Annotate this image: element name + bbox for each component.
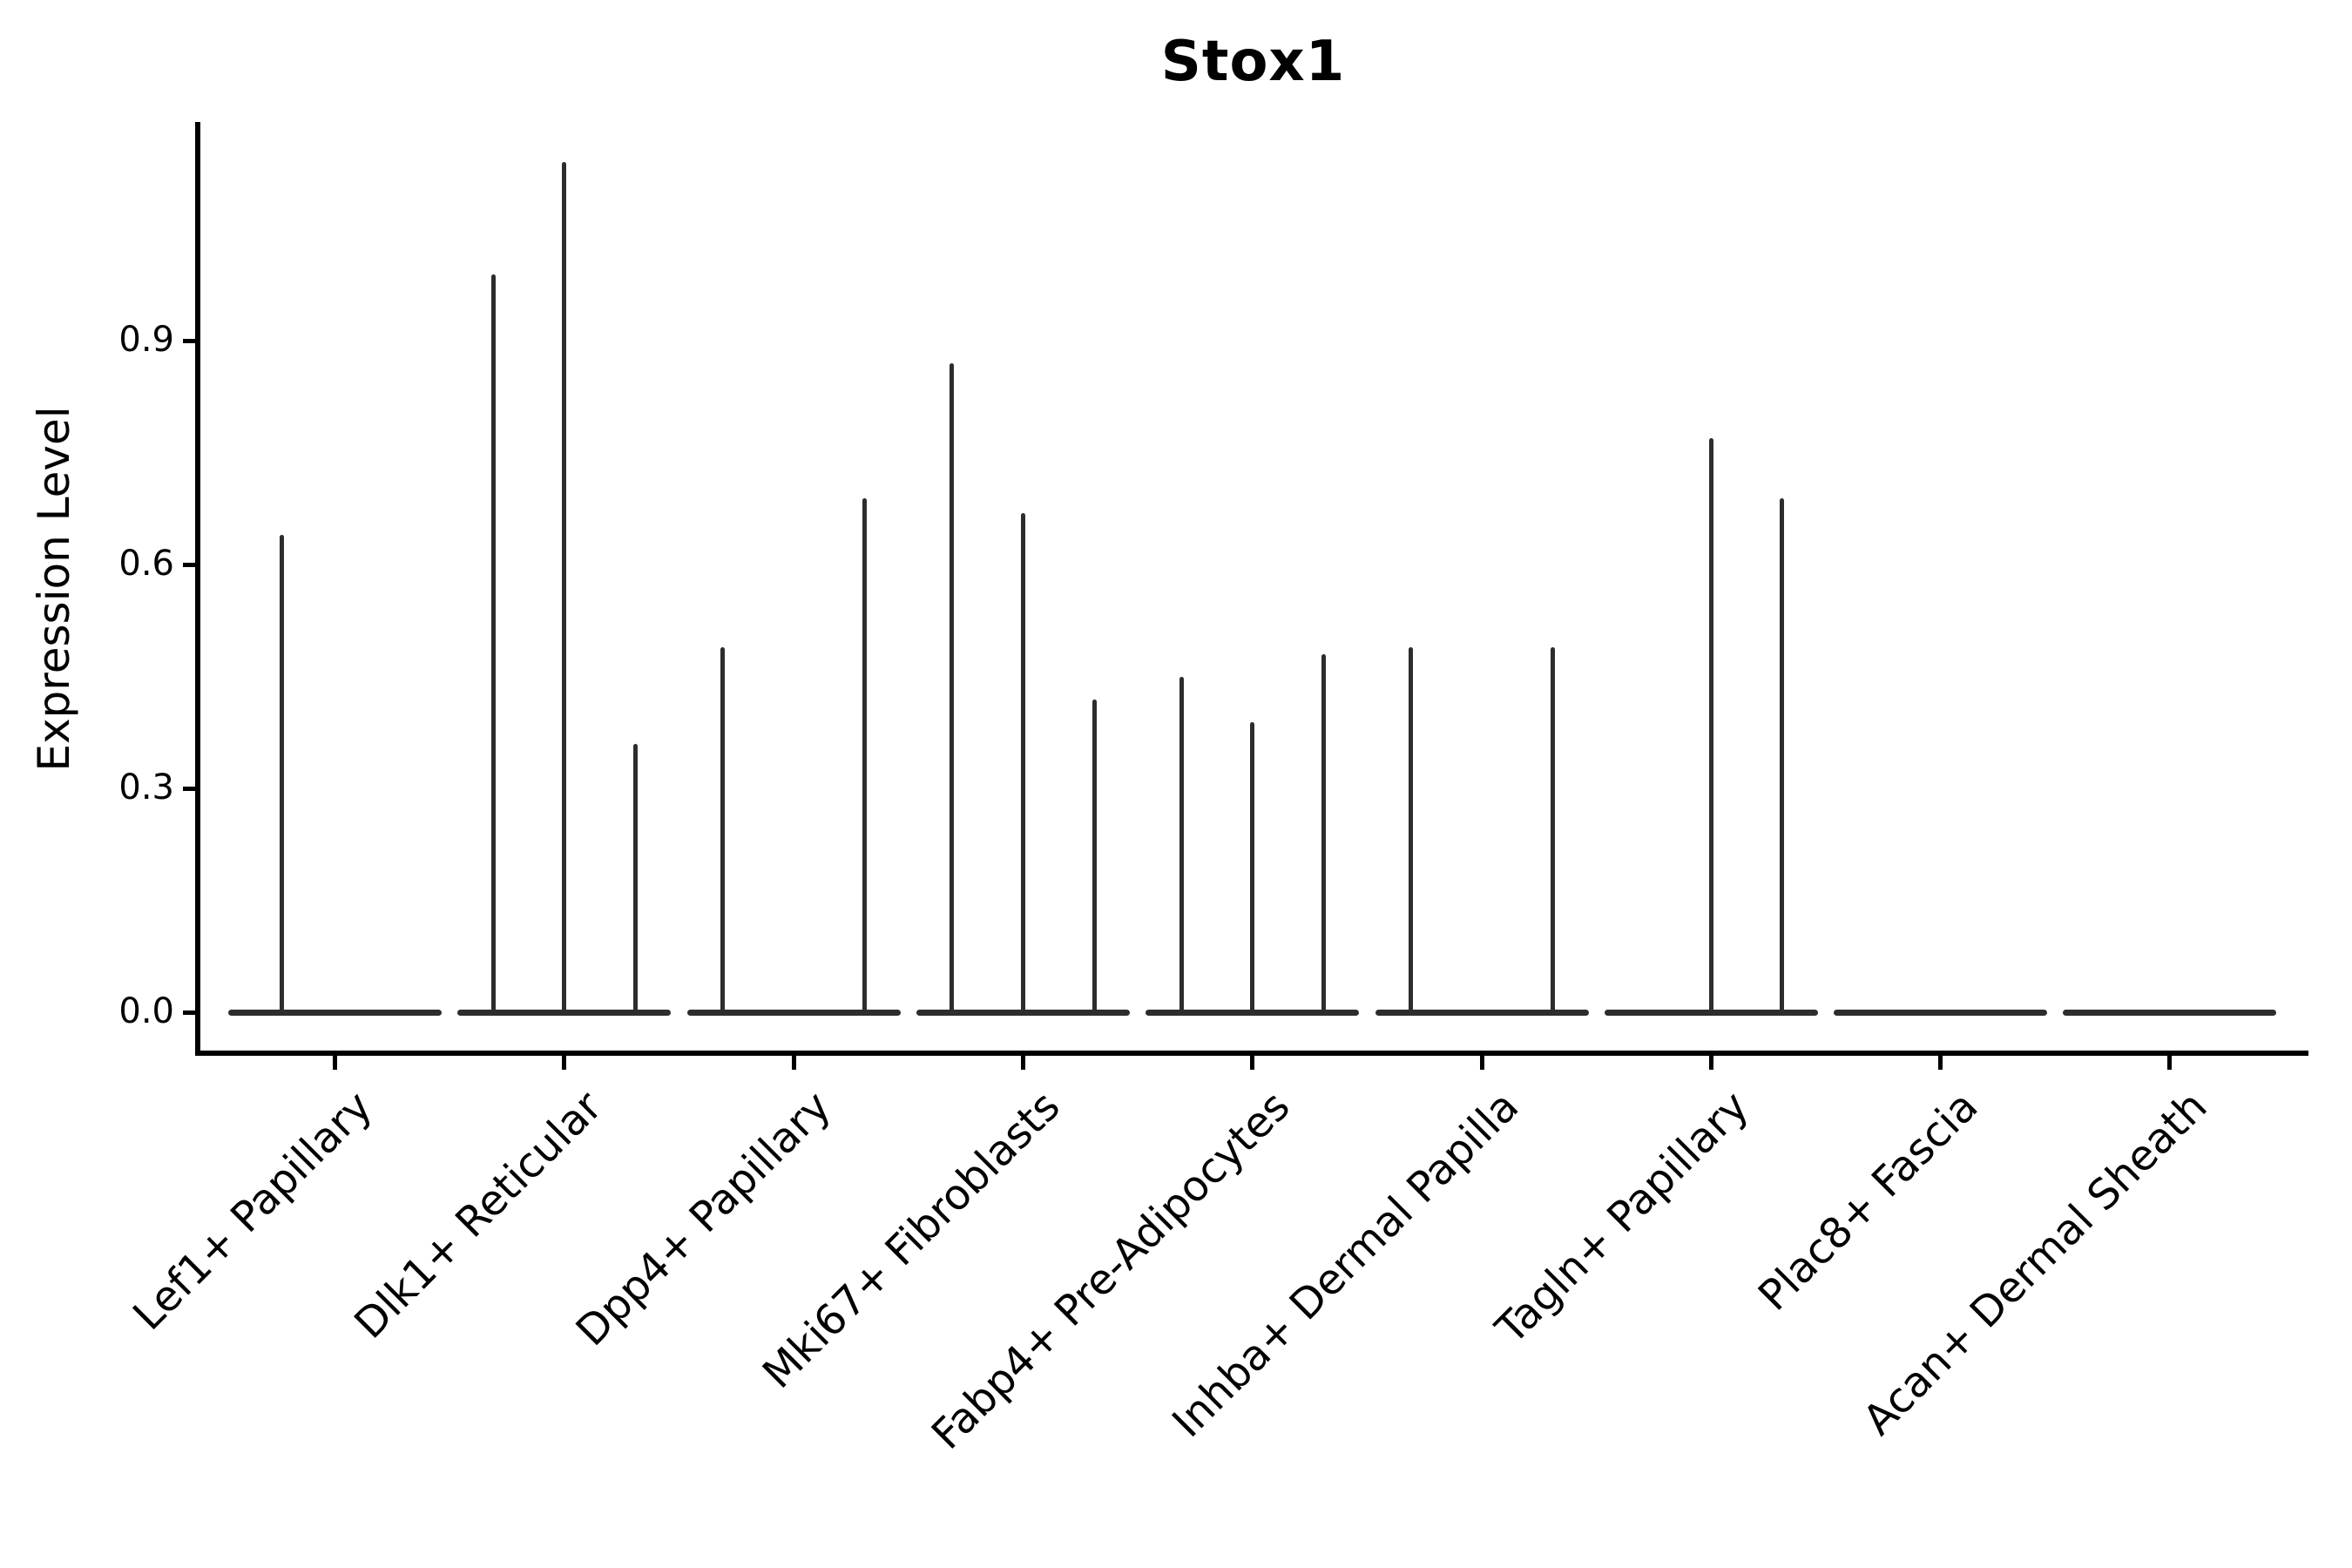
violin-spike — [950, 363, 955, 1016]
y-tick-label: 0.3 — [118, 767, 174, 808]
violin-spike — [562, 162, 567, 1016]
y-tick — [183, 563, 195, 568]
violin-spike — [862, 497, 868, 1016]
x-tick-label: Tagln+ Papillary — [1486, 1082, 1758, 1354]
x-tick — [1708, 1056, 1713, 1070]
y-axis-spine — [195, 122, 200, 1056]
violin-baseline — [686, 1010, 901, 1016]
violin-spike — [1780, 497, 1785, 1016]
violin-baseline — [1375, 1010, 1589, 1016]
violin-baseline — [2063, 1010, 2277, 1016]
violin-spike — [632, 744, 638, 1016]
y-tick — [183, 1010, 195, 1015]
x-tick-label: Dpp4+ Papillary — [566, 1082, 841, 1356]
violin-spike — [490, 274, 496, 1016]
violin-baseline — [228, 1010, 442, 1016]
y-tick-label: 0.6 — [118, 543, 174, 584]
y-tick — [183, 339, 195, 344]
violin-spike — [1092, 699, 1097, 1016]
violin-spike — [1321, 654, 1326, 1016]
violin-spike — [1408, 646, 1413, 1016]
x-tick — [1938, 1056, 1943, 1070]
x-tick-label: Dlk1+ Reticular — [344, 1082, 612, 1348]
violin-spike — [1179, 677, 1184, 1016]
y-tick-label: 0.0 — [118, 990, 174, 1031]
x-tick-label: Lef1+ Papillary — [124, 1082, 382, 1340]
violin-spike — [279, 535, 284, 1016]
x-tick — [1020, 1056, 1025, 1070]
violin-spike — [1551, 646, 1556, 1016]
x-axis-spine — [195, 1051, 2308, 1056]
x-tick — [1250, 1056, 1255, 1070]
x-tick — [791, 1056, 796, 1070]
x-tick — [562, 1056, 567, 1070]
violin-spike — [1708, 438, 1713, 1016]
chart-title: Stox1 — [1160, 30, 1346, 94]
x-tick — [1479, 1056, 1484, 1070]
violin-spike — [1250, 721, 1255, 1016]
x-tick — [2167, 1056, 2173, 1070]
y-tick — [183, 787, 195, 792]
x-tick — [333, 1056, 337, 1070]
violin-spike — [720, 646, 725, 1016]
violin-spike — [1020, 512, 1025, 1016]
violin-baseline — [1834, 1010, 2048, 1016]
x-tick-label: Plac8+ Fascia — [1748, 1082, 1988, 1321]
y-axis-label: Expression Level — [29, 406, 79, 772]
y-tick-label: 0.9 — [118, 319, 174, 360]
